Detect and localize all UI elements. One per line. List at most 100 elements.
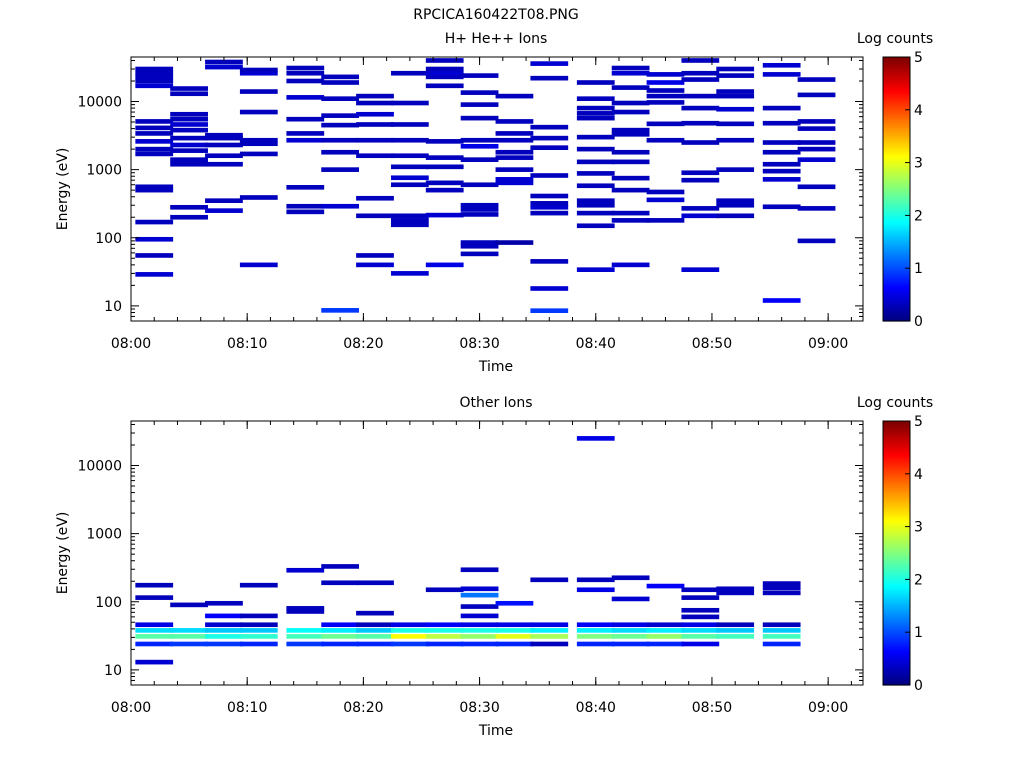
heat-cell [356, 100, 394, 106]
colorbar-swatch [883, 638, 910, 642]
colorbar-swatch [883, 482, 910, 486]
colorbar-swatch [883, 542, 910, 545]
colorbar-swatch [883, 61, 910, 65]
heat-cell [530, 308, 569, 314]
heat-cell [135, 659, 174, 665]
colorbar-swatch [883, 476, 910, 479]
heat-cell [356, 253, 394, 258]
heat-cell [797, 126, 836, 131]
colorbar-swatch [883, 180, 910, 183]
heat-cell [530, 286, 569, 291]
colorbar-swatch [883, 590, 910, 594]
heat-cell [239, 641, 278, 647]
colorbar-swatch [883, 627, 910, 631]
heat-cell [425, 587, 464, 593]
heat-cell [797, 206, 836, 211]
heat-cell [762, 641, 801, 647]
x-tick-label: 08:00 [111, 336, 151, 352]
heat-cell [611, 575, 650, 581]
colorbar-swatch [883, 70, 910, 73]
heat-cell [135, 628, 174, 633]
heat-cell [286, 70, 325, 76]
heat-cell [762, 140, 801, 145]
colorbar-swatch [883, 473, 910, 477]
colorbar-swatch [883, 235, 910, 238]
heat-cell [286, 95, 325, 100]
colorbar-swatch [883, 153, 910, 157]
heat-cell [170, 116, 208, 122]
heat-cell [425, 83, 464, 89]
heat-cell [716, 634, 755, 639]
heat-cell [239, 262, 278, 268]
colorbar-swatch [883, 564, 910, 567]
colorbar-swatch [883, 509, 910, 512]
colorbar-swatch [883, 109, 910, 113]
heat-cell [646, 88, 685, 93]
heat-cell [390, 271, 429, 276]
colorbar-swatch [883, 478, 910, 481]
y-ticks: 10 100 1000 10000 [77, 59, 863, 322]
heat-cell [495, 119, 534, 124]
heat-cell [390, 100, 429, 106]
colorbar-swatch [883, 303, 910, 307]
colorbar-swatch [883, 149, 910, 153]
heat-cell [170, 127, 208, 133]
heat-cell [135, 236, 174, 242]
colorbar-swatch [883, 68, 910, 71]
heat-cell [762, 622, 801, 628]
colorbar-swatch [883, 138, 910, 142]
colorbar-swatch [883, 184, 910, 188]
heat-cell [495, 622, 534, 628]
heat-cell [135, 582, 174, 588]
colorbar-tick-label: 1 [914, 625, 923, 641]
heat-cell [239, 89, 278, 94]
heat-cell [681, 58, 720, 63]
heat-cell [716, 586, 755, 592]
colorbar-swatch [883, 215, 910, 219]
heat-cell [460, 207, 499, 212]
heat-cell [205, 64, 243, 70]
heat-cell [576, 198, 615, 204]
heat-cell [495, 167, 534, 172]
colorbar-swatch [883, 658, 910, 662]
heat-cell [170, 602, 208, 608]
colorbar-swatch [883, 506, 910, 510]
colorbar-swatch [883, 316, 910, 320]
heat-cell [239, 141, 278, 147]
colorbar-swatch [883, 277, 910, 280]
heat-cell [425, 74, 464, 80]
colorbar-swatch [883, 263, 910, 267]
heat-cell [286, 137, 325, 143]
heat-cell [425, 164, 464, 170]
heat-cell [321, 149, 360, 155]
heat-cell [205, 161, 243, 167]
heat-cell [576, 183, 615, 189]
colorbar: 0 1 2 3 4 5 [882, 414, 923, 694]
heat-cell [239, 67, 278, 73]
heat-cell [576, 171, 615, 176]
colorbar-swatch [883, 79, 910, 82]
colorbar-tick-label: 0 [914, 314, 923, 330]
colorbar-swatch [883, 195, 910, 199]
heat-cell [716, 628, 755, 633]
colorbar-tick-label: 2 [914, 572, 923, 588]
heat-cell [321, 80, 360, 85]
colorbar-swatch [883, 447, 910, 451]
heat-cell [646, 622, 685, 628]
heat-cell [495, 240, 534, 245]
heat-cell [239, 137, 278, 143]
heat-cell [205, 641, 243, 647]
heat-cell [286, 203, 325, 209]
heat-cell [425, 70, 464, 76]
heat-cell [495, 634, 534, 639]
heat-cell [797, 146, 836, 152]
heat-cell [170, 142, 208, 148]
heat-cell [135, 184, 174, 190]
heat-cell [762, 204, 801, 210]
colorbar-swatch [883, 318, 910, 322]
heat-cell [495, 155, 534, 160]
heat-cell [797, 184, 836, 190]
colorbar-swatch [883, 471, 910, 475]
heat-cell [762, 120, 801, 126]
heat-cell [321, 122, 360, 128]
